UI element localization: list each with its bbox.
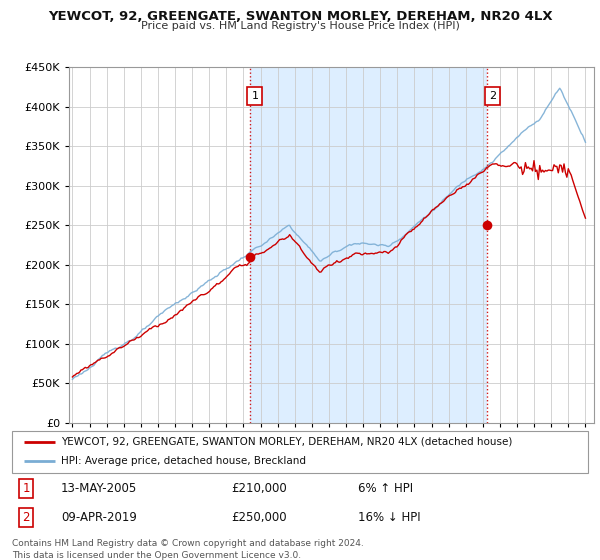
Text: YEWCOT, 92, GREENGATE, SWANTON MORLEY, DEREHAM, NR20 4LX: YEWCOT, 92, GREENGATE, SWANTON MORLEY, D… <box>47 10 553 23</box>
Text: 2: 2 <box>489 91 496 101</box>
Text: YEWCOT, 92, GREENGATE, SWANTON MORLEY, DEREHAM, NR20 4LX (detached house): YEWCOT, 92, GREENGATE, SWANTON MORLEY, D… <box>61 437 512 447</box>
Text: 6% ↑ HPI: 6% ↑ HPI <box>358 482 413 496</box>
Text: HPI: Average price, detached house, Breckland: HPI: Average price, detached house, Brec… <box>61 456 306 466</box>
Text: 16% ↓ HPI: 16% ↓ HPI <box>358 511 420 524</box>
Text: £210,000: £210,000 <box>231 482 287 496</box>
Text: Price paid vs. HM Land Registry's House Price Index (HPI): Price paid vs. HM Land Registry's House … <box>140 21 460 31</box>
Text: 1: 1 <box>251 91 259 101</box>
Text: 1: 1 <box>22 482 30 496</box>
Text: £250,000: £250,000 <box>231 511 287 524</box>
Text: 09-APR-2019: 09-APR-2019 <box>61 511 137 524</box>
Bar <box>250 67 487 423</box>
Text: 13-MAY-2005: 13-MAY-2005 <box>61 482 137 496</box>
Text: 2: 2 <box>22 511 30 524</box>
FancyBboxPatch shape <box>12 431 588 473</box>
Text: Contains HM Land Registry data © Crown copyright and database right 2024.
This d: Contains HM Land Registry data © Crown c… <box>12 539 364 559</box>
